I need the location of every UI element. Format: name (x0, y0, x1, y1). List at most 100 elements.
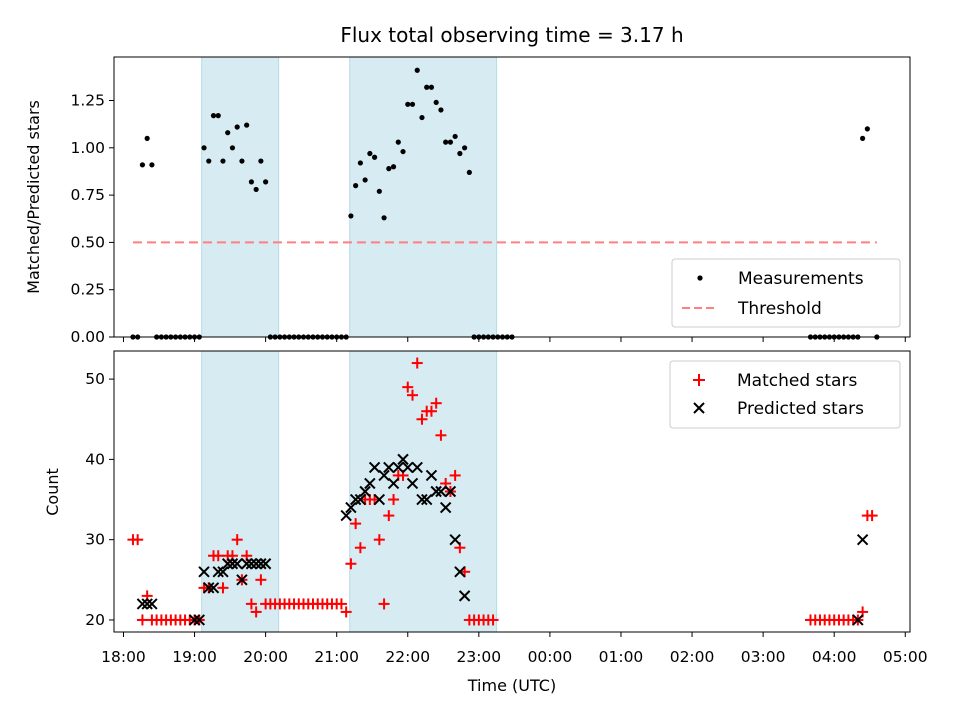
y-tick-label: 0.25 (70, 281, 105, 299)
predicted-star-point (345, 501, 357, 514)
predicted-star-point (387, 477, 400, 490)
matched-star-point (245, 598, 257, 610)
measurement-point (144, 135, 150, 141)
top-y-axis-label: Matched/Predicted stars (24, 100, 43, 294)
matched-star-point (340, 606, 352, 618)
measurement-point (225, 130, 231, 136)
legend-predicted-marker (693, 402, 705, 414)
predicted-star-point (856, 533, 869, 546)
predicted-star-point (207, 582, 220, 594)
matched-star-point (435, 429, 447, 441)
predicted-star-point (188, 614, 201, 626)
x-tick-label: 18:00 (101, 648, 146, 666)
measurement-point (206, 158, 212, 164)
predicted-star-point (245, 558, 258, 570)
predicted-star-point (141, 598, 153, 610)
measurement-point (395, 139, 401, 145)
predicted-star-point (236, 574, 248, 586)
top-axes-frame (113, 56, 911, 338)
matched-star-point (430, 397, 442, 409)
matched-star-point (250, 606, 262, 618)
predicted-star-point (435, 485, 447, 498)
measurement-point (239, 158, 245, 164)
y-tick-label: 30 (85, 531, 105, 549)
matched-star-point (345, 558, 357, 570)
measurement-point (244, 122, 250, 128)
x-axis-label: Time (UTC) (467, 676, 556, 695)
measurement-point (438, 107, 444, 113)
measurement-point (428, 84, 435, 90)
x-tick-label: 01:00 (599, 648, 644, 666)
top-panel: 0.00 0.25 0.50 0.75 1.00 1.25 Matched/Predict… (24, 56, 911, 346)
measurement-point (139, 162, 146, 168)
measurement-point (253, 186, 259, 193)
measurement-point (258, 158, 264, 164)
measurement-point (443, 139, 449, 145)
matched-star-point (217, 582, 229, 594)
observing-window-band (201, 56, 280, 338)
matched-star-point (411, 357, 423, 369)
x-tick-label: 00:00 (528, 648, 573, 666)
measurement-point (371, 154, 378, 160)
legend-matched-marker (693, 374, 705, 386)
predicted-star-point (373, 493, 386, 506)
measurement-point (447, 139, 454, 145)
measurement-point (149, 162, 155, 168)
measurement-point (466, 169, 472, 176)
matched-star-point (416, 413, 428, 425)
predicted-star-point (222, 558, 234, 570)
y-tick-label: 0.75 (70, 186, 105, 204)
measurement-point (263, 179, 269, 185)
predicted-star-point (368, 461, 381, 474)
matched-star-point (350, 518, 362, 530)
matched-star-point (231, 534, 243, 546)
measurement-point (419, 114, 425, 121)
measurement-point (409, 101, 416, 107)
observing-window-band (349, 56, 498, 338)
predicted-star-point (359, 485, 371, 498)
predicted-star-point (349, 493, 362, 506)
measurement-point (414, 67, 420, 73)
matched-star-point (407, 389, 418, 401)
x-tick-label: 05:00 (883, 648, 928, 666)
top-legend: Measurements Threshold (671, 258, 901, 328)
y-tick-label: 1.25 (70, 92, 105, 110)
measurement-point (860, 135, 866, 141)
predicted-star-point (392, 461, 404, 474)
bottom-y-axis-label: Count (43, 468, 62, 516)
predicted-star-point (406, 477, 419, 490)
measurement-point (357, 160, 363, 166)
x-tick-label: 19:00 (172, 648, 217, 666)
predicted-star-point (203, 582, 215, 594)
measurement-point (220, 158, 226, 164)
matched-star-point (383, 510, 395, 522)
predicted-star-point (449, 533, 461, 546)
predicted-star-point (240, 558, 253, 570)
matched-star-point (136, 614, 148, 626)
measurement-point (386, 166, 392, 172)
measurement-point (234, 124, 240, 130)
x-tick-label: 21:00 (314, 648, 359, 666)
bottom-panel: 20 30 40 50 18:00 19:00 20:00 21:00 22:00 23:00 0… (43, 350, 928, 695)
predicted-star-point (444, 485, 457, 498)
y-tick-label: 20 (85, 611, 105, 629)
matched-star-point (388, 494, 400, 506)
matched-star-point (425, 405, 437, 417)
matched-star-point (212, 550, 224, 562)
predicted-star-point (416, 493, 428, 506)
predicted-star-point (212, 566, 224, 578)
predicted-star-point (402, 461, 414, 474)
x-tick-label: 23:00 (456, 648, 501, 666)
predicted-star-point (259, 558, 272, 570)
measurement-point (215, 113, 221, 119)
measurement-point (462, 145, 468, 151)
legend-matched-label: Matched stars (737, 371, 857, 391)
matched-star-point (378, 598, 390, 610)
measurement-point (229, 145, 236, 151)
measurement-point (390, 164, 397, 170)
x-tick-label: 02:00 (670, 648, 715, 666)
predicted-star-point (421, 493, 433, 506)
observing-window-band (201, 350, 280, 633)
x-tick-label: 22:00 (385, 648, 430, 666)
